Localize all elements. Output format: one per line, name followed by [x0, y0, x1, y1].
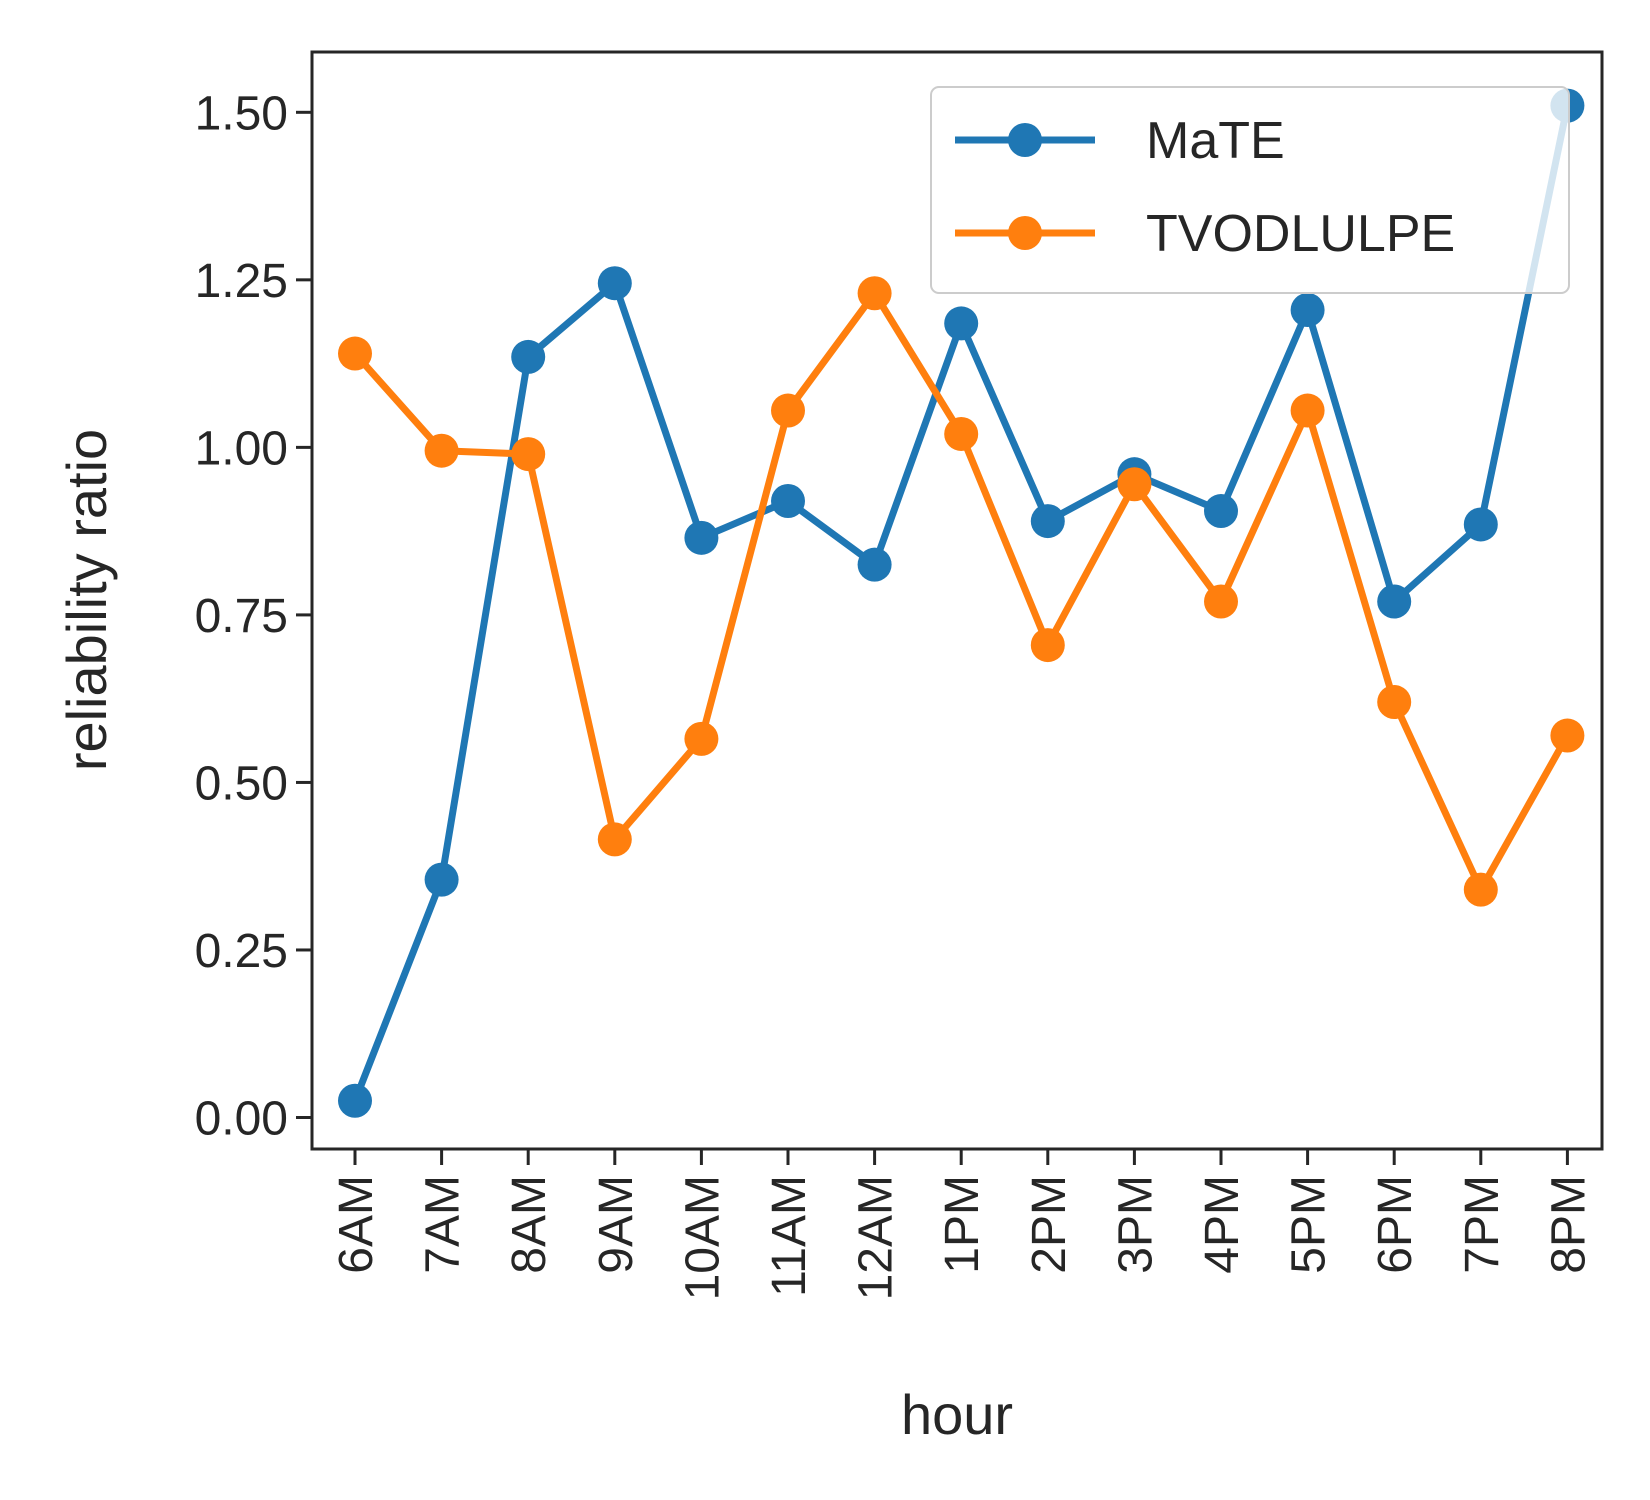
y-tick-label: 0.25 — [195, 925, 288, 978]
y-tick-label: 0.50 — [195, 757, 288, 810]
data-point — [857, 276, 892, 311]
data-point — [338, 336, 372, 371]
data-point — [1204, 494, 1238, 529]
data-point — [1290, 292, 1325, 327]
data-point — [597, 822, 632, 857]
x-tick-label: 2PM — [1023, 1175, 1076, 1274]
data-point — [1463, 507, 1498, 542]
data-point — [424, 433, 459, 468]
legend: MaTE TVODLULPE — [930, 86, 1570, 294]
data-point — [857, 547, 892, 582]
data-point — [1290, 393, 1325, 428]
data-point — [944, 416, 979, 451]
y-tick-label: 1.50 — [195, 87, 288, 140]
x-tick-label: 3PM — [1109, 1175, 1162, 1274]
data-point — [338, 1083, 372, 1118]
data-point — [771, 483, 805, 518]
data-point — [1030, 628, 1065, 663]
x-axis-label: hour — [901, 1383, 1013, 1446]
data-point — [424, 862, 459, 897]
x-tick-label: 9AM — [590, 1175, 643, 1274]
data-point — [684, 721, 719, 756]
legend-item: TVODLULPE — [955, 205, 1455, 263]
data-point — [597, 266, 632, 301]
x-tick-label: 10AM — [676, 1175, 729, 1300]
data-point — [1030, 504, 1065, 539]
x-tick-label: 8AM — [503, 1175, 556, 1274]
legend-label: TVODLULPE — [1146, 205, 1455, 263]
x-tick-label: 5PM — [1283, 1175, 1336, 1274]
legend-item: MaTE — [955, 112, 1285, 170]
x-tick-label: 12AM — [850, 1175, 903, 1300]
x-tick-label: 4PM — [1196, 1175, 1249, 1274]
x-tick-label: 7AM — [417, 1175, 470, 1274]
data-point — [511, 437, 546, 472]
data-point — [1463, 872, 1498, 907]
x-tick-label: 1PM — [936, 1175, 989, 1274]
x-tick-label: 6AM — [330, 1175, 383, 1274]
data-point — [1377, 685, 1412, 720]
x-tick-label: 11AM — [763, 1175, 816, 1297]
y-tick-label: 0.75 — [195, 590, 288, 643]
x-tick-label: 7PM — [1456, 1175, 1509, 1274]
y-axis-ticks: 0.00 0.25 0.50 0.75 1.00 1.25 1.50 — [195, 87, 312, 1146]
x-tick-label: 6PM — [1369, 1175, 1422, 1274]
y-tick-label: 1.00 — [195, 422, 288, 475]
data-point — [684, 520, 719, 555]
y-axis-label: reliability ratio — [55, 429, 118, 771]
legend-marker — [1008, 216, 1042, 250]
series-1 — [338, 276, 1585, 907]
y-tick-label: 1.25 — [195, 255, 288, 308]
data-point — [1550, 718, 1585, 753]
data-point — [944, 306, 979, 341]
data-point — [1117, 467, 1152, 502]
data-point — [1204, 584, 1238, 619]
x-tick-label: 8PM — [1542, 1175, 1595, 1274]
legend-marker — [1008, 123, 1042, 157]
y-tick-label: 0.00 — [195, 1093, 288, 1146]
data-point — [1377, 584, 1412, 619]
plot-frame — [310, 50, 1604, 1151]
legend-label: MaTE — [1146, 112, 1285, 170]
x-axis-ticks: 6AM 7AM 8AM 9AM 10AM 11AM 12AM 1PM 2PM 3PM 4PM 5PM 6… — [330, 1149, 1595, 1300]
data-point — [511, 339, 546, 374]
data-point — [771, 393, 805, 428]
